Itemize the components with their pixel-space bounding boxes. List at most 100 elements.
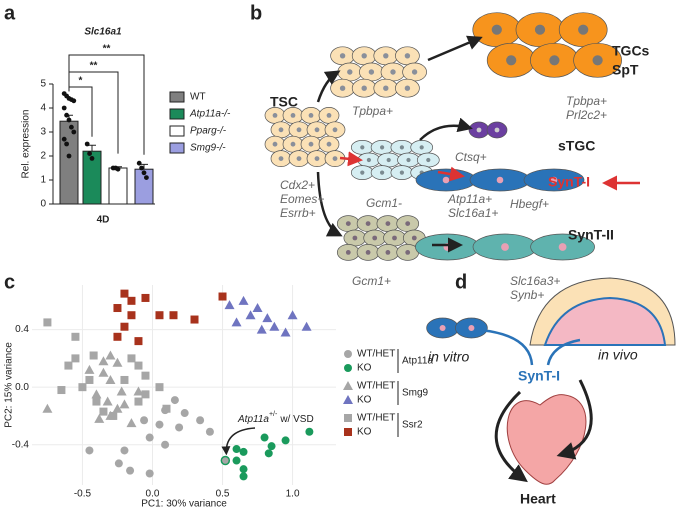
legend-swatch xyxy=(169,108,185,120)
spt-cell-nucleus xyxy=(383,85,389,91)
data-point xyxy=(71,129,77,135)
data-point xyxy=(113,304,122,313)
y-tick-label: 2 xyxy=(40,151,46,162)
data-point xyxy=(144,175,149,181)
legend-group: Atp11a xyxy=(402,356,433,367)
spt-cell-nucleus xyxy=(383,53,389,59)
data-point xyxy=(66,153,72,159)
spt-cell-nucleus xyxy=(404,53,411,59)
legend-swatch xyxy=(169,91,185,103)
data-point xyxy=(116,386,127,396)
data-point xyxy=(71,98,77,104)
data-point xyxy=(120,375,129,384)
spt-cell-nucleus xyxy=(361,85,367,91)
data-point xyxy=(99,407,108,416)
arrow xyxy=(316,171,343,237)
data-point xyxy=(98,356,109,366)
data-point xyxy=(120,289,129,298)
legend-label: KO xyxy=(357,363,372,374)
label: SynT-I xyxy=(548,174,590,190)
data-point xyxy=(134,397,143,406)
data-point xyxy=(57,386,66,395)
data-point xyxy=(343,381,353,390)
data-point xyxy=(218,292,227,301)
gcm-cell-nucleus xyxy=(399,170,404,175)
legend-group: Ssr2 xyxy=(402,420,423,431)
data-point xyxy=(66,117,72,123)
label: Heart xyxy=(520,491,556,507)
tsc-cell-nucleus xyxy=(290,141,296,147)
label: in vivo xyxy=(598,347,638,363)
marker-label: Tpbpa+ xyxy=(352,104,393,118)
gcm-cell-nucleus xyxy=(399,145,404,150)
data-point xyxy=(141,390,150,399)
tsc-cell-nucleus xyxy=(296,156,302,162)
marker-label: Synb+ xyxy=(510,288,544,302)
data-point xyxy=(281,436,290,445)
y-tick-label: 0.4 xyxy=(15,324,29,335)
data-point xyxy=(305,427,314,436)
legend-swatch xyxy=(169,142,185,154)
spt-cell-nucleus xyxy=(404,85,411,91)
data-point xyxy=(115,166,121,172)
gcm-cell-nucleus xyxy=(366,157,371,163)
data-point xyxy=(343,395,353,404)
legend-label: KO xyxy=(357,427,372,438)
data-point xyxy=(112,357,123,367)
marker-label: Gcm1+ xyxy=(352,274,391,288)
legend-label: Pparg-/- xyxy=(190,126,227,137)
data-point xyxy=(232,445,241,454)
tsc-cell-nucleus xyxy=(326,113,332,118)
y-axis-label: Rel. expression xyxy=(21,110,32,179)
tsc-cell-nucleus xyxy=(326,141,332,147)
spt-cell-nucleus xyxy=(361,53,367,59)
data-point xyxy=(133,386,144,396)
arrow xyxy=(437,166,465,182)
data-point xyxy=(89,351,98,360)
gcm1-cell-nucleus xyxy=(405,221,411,227)
data-point xyxy=(155,383,164,392)
legend-label: WT/HET xyxy=(357,349,395,360)
heart xyxy=(506,394,587,485)
data-point xyxy=(145,433,154,442)
tsc-cell-nucleus xyxy=(332,156,338,162)
data-point xyxy=(61,105,67,111)
legend-group: Smg9 xyxy=(402,388,429,399)
error-bar xyxy=(140,163,148,170)
data-point xyxy=(102,396,113,406)
spt-cell-nucleus xyxy=(347,69,353,75)
data-point xyxy=(145,469,154,478)
x-tick-label: 4D xyxy=(97,215,110,226)
data-point xyxy=(264,449,273,458)
synt2-cell-nucleus xyxy=(558,243,567,251)
data-point xyxy=(91,389,102,399)
panel-letter: d xyxy=(455,271,467,293)
data-point xyxy=(344,414,352,422)
legend-label: KO xyxy=(357,395,372,406)
data-point xyxy=(64,141,69,147)
tgc-cell-nucleus xyxy=(578,24,589,35)
flow-arrow xyxy=(556,379,593,460)
gcm-cell-nucleus xyxy=(360,145,365,150)
data-point xyxy=(141,293,150,302)
gcm1-cell-nucleus xyxy=(352,235,358,241)
spt-cell-nucleus xyxy=(411,69,418,75)
marker-label: Eomes+ xyxy=(280,192,324,206)
data-point xyxy=(224,300,235,310)
data-point xyxy=(105,374,116,384)
synt2-cell-nucleus xyxy=(501,243,509,251)
tgc-cell-nucleus xyxy=(592,55,603,66)
data-point xyxy=(190,315,199,324)
significance-label: ** xyxy=(103,44,111,55)
data-point xyxy=(267,442,276,451)
y-tick-label: -0.4 xyxy=(12,439,30,450)
data-point xyxy=(140,416,149,425)
stgc-cell-nucleus xyxy=(494,127,500,133)
gcm1-cell-nucleus xyxy=(365,250,371,255)
data-point xyxy=(344,428,352,436)
gcm-cell-nucleus xyxy=(380,145,385,150)
data-point xyxy=(239,472,248,481)
arrow xyxy=(427,35,483,62)
data-point xyxy=(239,447,248,456)
